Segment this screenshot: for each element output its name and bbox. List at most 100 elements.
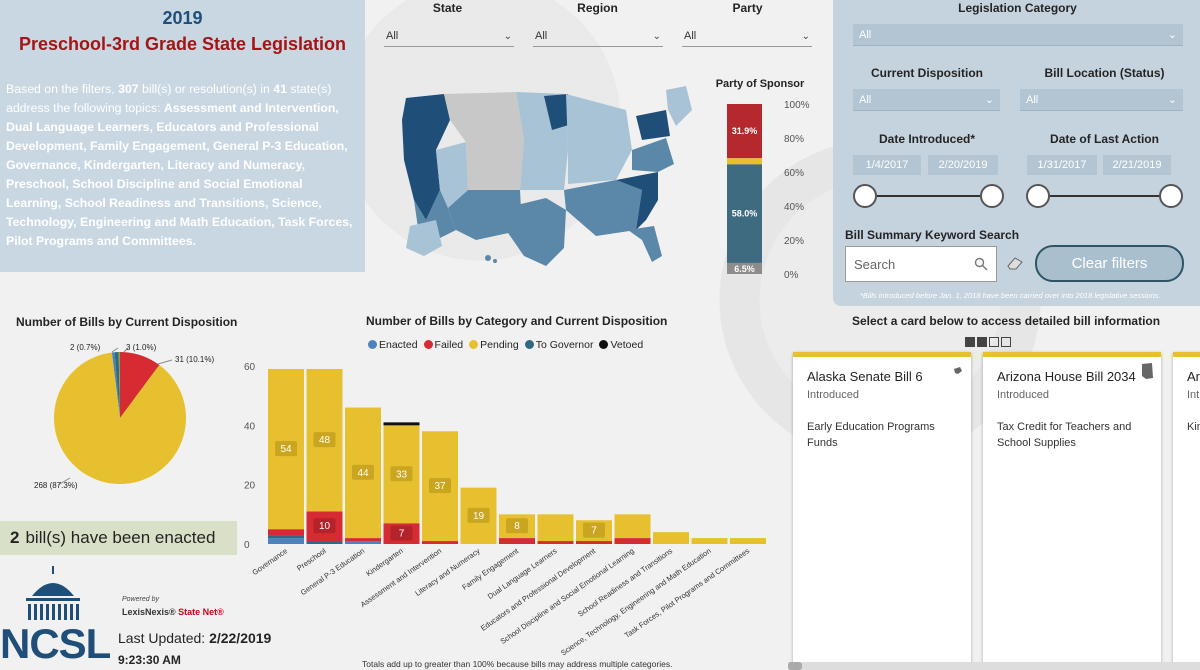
- location-filter[interactable]: All ⌄: [1020, 89, 1183, 111]
- legend-item: Vetoed: [599, 339, 643, 351]
- date-last-action-end[interactable]: 2/21/2019: [1103, 155, 1171, 175]
- bar-data-label: 44: [357, 468, 369, 479]
- card-status: Intr: [1187, 389, 1200, 401]
- bar-data-label-bg: [313, 518, 336, 534]
- arizona-state-icon: [1142, 363, 1153, 379]
- bill-card[interactable]: Ar Intr Kin: [1173, 352, 1200, 670]
- bar-data-label-bg: [467, 507, 490, 523]
- last-updated: Last Updated: 2/22/2019: [118, 630, 271, 646]
- party-data-label: 58.0%: [732, 209, 758, 219]
- card-description: Early Education Programs Funds: [807, 421, 935, 449]
- bill-card[interactable]: Arizona House Bill 2034 Introduced Tax C…: [983, 352, 1161, 670]
- totals-note: Totals add up to greater than 100% becau…: [362, 659, 673, 669]
- party-axis-tick: 0%: [784, 270, 799, 281]
- date-last-action-start[interactable]: 1/31/2017: [1027, 155, 1097, 175]
- cards-scrollbar[interactable]: [788, 662, 1200, 670]
- date-introduced-end-handle[interactable]: [980, 184, 1004, 208]
- state-filter[interactable]: All ⌄: [384, 26, 514, 47]
- disposition-filter-label: Current Disposition: [870, 66, 983, 80]
- map-region-southeast: [616, 172, 658, 230]
- bar-axis-tick: 20: [244, 481, 256, 492]
- keyword-search-label: Bill Summary Keyword Search: [845, 228, 1020, 242]
- pie-label-failed: 31 (10.1%): [175, 355, 215, 364]
- card-title: Alaska Senate Bill 6: [807, 369, 923, 384]
- lexisnexis-logo: LexisNexis® State Net®: [122, 607, 224, 617]
- clear-filters-button[interactable]: Clear filters: [1035, 245, 1184, 282]
- category-filter[interactable]: All ⌄: [853, 24, 1183, 46]
- category-filter-value: All: [859, 28, 872, 41]
- pie-slice-vetoed: [118, 352, 120, 418]
- legend-label: Enacted: [379, 339, 418, 351]
- location-filter-label: Bill Location (Status): [1044, 66, 1165, 80]
- map-region-nevada: [436, 142, 468, 208]
- state-filter-value: All: [386, 30, 399, 42]
- bar-segment-enacted: [268, 538, 304, 544]
- keyword-search-input[interactable]: Search: [845, 246, 997, 282]
- bar-segment-failed: [499, 538, 535, 544]
- date-introduced-slider[interactable]: [865, 195, 993, 197]
- legend-item: Failed: [423, 339, 463, 351]
- last-updated-label: Last Updated:: [118, 630, 210, 646]
- card-title: Arizona House Bill 2034: [997, 369, 1136, 384]
- date-introduced-start[interactable]: 1/4/2017: [853, 155, 921, 175]
- map-region-south: [564, 180, 642, 236]
- date-introduced-end[interactable]: 2/20/2019: [928, 155, 998, 175]
- legend-item: To Governor: [524, 339, 593, 351]
- view-square-icon[interactable]: [977, 337, 987, 347]
- bar-segment-enacted: [345, 541, 381, 544]
- view-square-outline-icon[interactable]: [1001, 337, 1011, 347]
- view-square-outline-icon[interactable]: [989, 337, 999, 347]
- bar-legend: Enacted Failed Pending To Governor Vetoed: [368, 339, 643, 351]
- bar-data-label-bg: [390, 466, 413, 482]
- bill-card[interactable]: Alaska Senate Bill 6 Introduced Early Ed…: [793, 352, 971, 670]
- party-data-label: 31.9%: [732, 126, 758, 136]
- page-year: 2019: [162, 8, 203, 28]
- bar-data-label-bg: [313, 432, 336, 448]
- disposition-pie-chart[interactable]: [0, 330, 240, 520]
- bar-segment-pending: [614, 514, 651, 539]
- party-filter-value: All: [684, 30, 697, 42]
- map-region-mid-atlantic: [632, 138, 674, 172]
- pie-label-pending: 268 (87.3%): [34, 481, 78, 490]
- party-segment-other: [727, 158, 762, 165]
- date-last-action-end-handle[interactable]: [1159, 184, 1183, 208]
- bar-data-label-bg: [390, 525, 413, 541]
- map-region-florida: [628, 226, 662, 262]
- party-filter-label: Party: [732, 1, 763, 15]
- date-last-action-start-handle[interactable]: [1026, 184, 1050, 208]
- alaska-state-icon: [954, 367, 962, 374]
- pie-leader-line: [123, 347, 129, 353]
- date-last-action-slider[interactable]: [1039, 195, 1164, 197]
- legend-dot: [469, 340, 479, 349]
- view-square-icon[interactable]: [965, 337, 975, 347]
- map-region-texas: [496, 198, 566, 266]
- statenet-name: State Net®: [178, 607, 224, 617]
- summary-middle: bill(s) or resolution(s) in: [138, 82, 274, 96]
- region-filter[interactable]: All ⌄: [533, 26, 663, 47]
- bar-axis-tick: 60: [244, 362, 256, 373]
- pie-chart-title: Number of Bills by Current Disposition: [16, 315, 238, 329]
- enacted-text: bill(s) have been enacted: [25, 528, 216, 547]
- date-introduced-start-handle[interactable]: [853, 184, 877, 208]
- pie-label-enacted: 2 (0.7%): [70, 343, 101, 352]
- bar-segment-to-governor: [268, 535, 304, 539]
- party-filter[interactable]: All ⌄: [682, 26, 812, 47]
- bar-data-label: 33: [396, 469, 408, 480]
- bar-category-label: Preschool: [295, 546, 328, 573]
- card-description: Kin: [1187, 421, 1200, 433]
- pie-slice-pending: [53, 352, 186, 484]
- disposition-filter[interactable]: All ⌄: [853, 89, 1000, 111]
- eraser-icon[interactable]: [1006, 256, 1024, 270]
- scrollbar-thumb[interactable]: [788, 662, 802, 670]
- bar-data-label-bg: [275, 441, 297, 457]
- search-icon: [974, 257, 988, 271]
- us-map[interactable]: [396, 80, 696, 270]
- region-filter-value: All: [535, 30, 548, 42]
- bar-axis-tick: 40: [244, 421, 256, 432]
- party-axis-tick: 80%: [784, 134, 804, 145]
- card-view-toggle[interactable]: [965, 337, 1011, 347]
- summary-suffix: state(s) address the following topics:: [6, 82, 332, 115]
- bar-segment-vetoed: [383, 422, 420, 426]
- bar-category-label: Dual Language Learners: [486, 546, 559, 601]
